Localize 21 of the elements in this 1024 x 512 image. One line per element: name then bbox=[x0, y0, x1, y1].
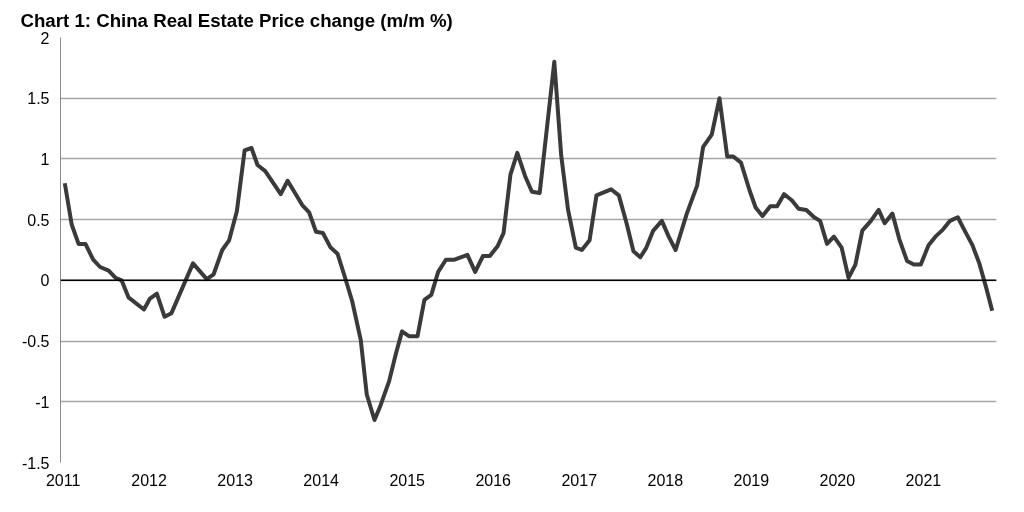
x-tick-label: 2013 bbox=[217, 471, 254, 489]
y-tick-label: -0.5 bbox=[21, 333, 50, 351]
x-tick-label: 2012 bbox=[131, 471, 168, 489]
x-tick-label: 2016 bbox=[475, 471, 512, 489]
y-tick-label: 2 bbox=[40, 29, 50, 47]
x-tick-label: 2020 bbox=[819, 471, 856, 489]
y-tick-label: 0 bbox=[40, 272, 50, 290]
x-tick-label: 2019 bbox=[733, 471, 770, 489]
x-tick-label: 2018 bbox=[647, 471, 684, 489]
line-series bbox=[62, 59, 995, 422]
y-tick-label: 0.5 bbox=[27, 211, 50, 229]
y-tick-label: -1.5 bbox=[21, 454, 50, 472]
x-tick-label: 2021 bbox=[905, 471, 942, 489]
y-tick-label: 1 bbox=[40, 150, 50, 168]
chart-title: Chart 1: China Real Estate Price change (m/m %) bbox=[20, 9, 453, 31]
y-tick-label: 1.5 bbox=[27, 90, 50, 108]
x-tick-label: 2017 bbox=[561, 471, 598, 489]
x-tick-label: 2014 bbox=[303, 471, 340, 489]
x-tick-label: 2011 bbox=[45, 471, 81, 489]
y-tick-label: -1 bbox=[35, 393, 50, 411]
x-tick-label: 2015 bbox=[389, 471, 426, 489]
